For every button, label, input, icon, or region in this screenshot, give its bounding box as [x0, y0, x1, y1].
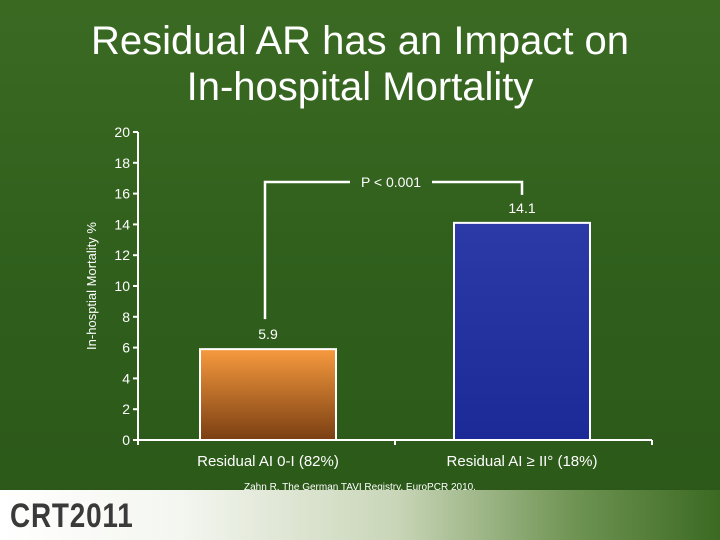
data-label: 14.1	[508, 200, 535, 216]
significance-bracket-left	[263, 180, 350, 320]
significance-bracket-right	[432, 180, 524, 195]
y-tick-label: 18	[114, 155, 130, 171]
y-tick-label: 6	[122, 340, 130, 356]
y-tick-label: 4	[122, 370, 130, 386]
citation: Zahn R. The German TAVI Registry, EuroPC…	[244, 482, 476, 493]
y-tick-label: 12	[114, 247, 130, 263]
y-tick-label: 10	[114, 278, 130, 294]
y-tick-label: 8	[122, 309, 130, 325]
slide-title: Residual AR has an Impact on In-hospital…	[0, 18, 720, 110]
title-line-1: Residual AR has an Impact on	[90, 19, 630, 63]
y-tick-label: 0	[122, 432, 130, 448]
bar-chart: 0 2 4 6 8 10 12 14 16 18 20 In-hosptial Mortality %…	[84, 124, 598, 470]
y-tick-label: 20	[114, 124, 130, 140]
p-value-annotation: P < 0.001	[361, 174, 421, 190]
bar-residual-ai-0-i	[199, 348, 337, 442]
footer-band	[0, 490, 720, 540]
y-tick-label: 16	[114, 186, 130, 202]
title-line-2: In-hospital Mortality	[186, 65, 534, 109]
y-tick-label: 2	[122, 401, 130, 417]
y-axis-title: In-hosptial Mortality %	[84, 222, 99, 350]
y-tick-label: 14	[114, 216, 130, 232]
crt-logo: CRT2011	[10, 497, 134, 535]
data-label: 5.9	[258, 326, 278, 342]
x-tick-label: Residual AI ≥ II° (18%)	[447, 453, 598, 470]
x-tick-label: Residual AI 0-I (82%)	[197, 453, 339, 470]
bar-residual-ai-ge-ii	[453, 221, 591, 441]
